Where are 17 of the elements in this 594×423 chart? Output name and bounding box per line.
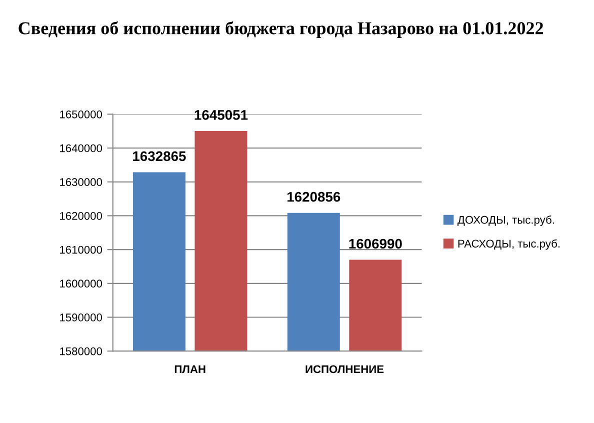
y-tick-label: 1640000	[60, 144, 102, 152]
legend-label: ДОХОДЫ, тыс.руб.	[458, 216, 554, 226]
data-label: 1620856	[287, 192, 340, 202]
y-tick-label: 1610000	[60, 246, 102, 254]
x-tick-label: ПЛАН	[174, 365, 206, 374]
y-tick-label: 1630000	[60, 178, 102, 186]
y-tick-label: 1600000	[60, 280, 102, 288]
y-tick-label: 1650000	[60, 110, 102, 118]
legend-label: РАСХОДЫ, тыс.руб.	[458, 239, 560, 250]
y-tick-label: 1590000	[60, 314, 102, 322]
chart-title: Сведения об исполнении бюджета города Назарово на 01.01.2022	[18, 21, 544, 38]
y-tick-label: 1580000	[60, 347, 102, 356]
data-label: 1632865	[133, 151, 186, 162]
data-label: 1645051	[194, 110, 248, 120]
y-tick-label: 1620000	[60, 212, 102, 220]
x-tick-label: ИСПОЛНЕНИЕ	[306, 365, 384, 374]
data-label: 1606990	[349, 238, 402, 249]
